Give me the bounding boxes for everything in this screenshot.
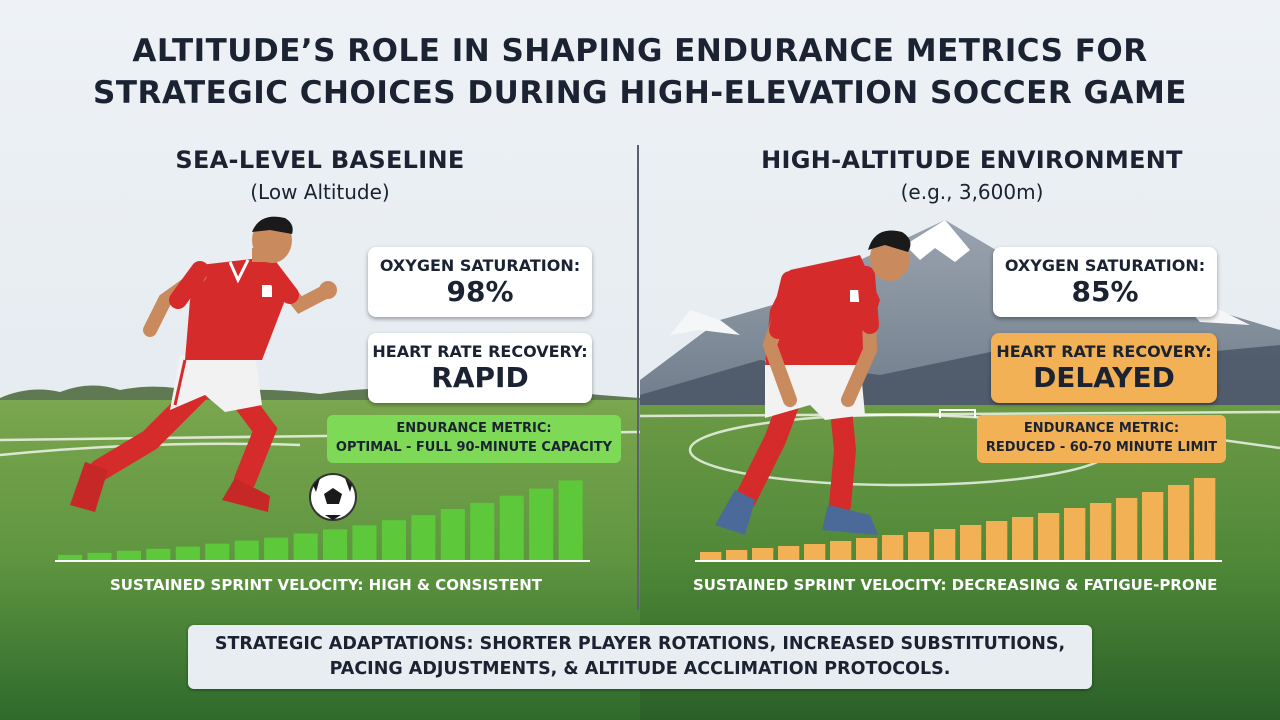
left-velocity-bar-5 [175, 546, 200, 560]
right-velocity-bar-17 [1116, 498, 1138, 560]
left-velocity-bar-4 [146, 548, 171, 560]
right-velocity-bar-12 [986, 521, 1008, 560]
left-endurance-label: ENDURANCE METRIC: [396, 421, 552, 436]
strategy-box: STRATEGIC ADAPTATIONS: SHORTER PLAYER RO… [188, 625, 1092, 689]
left-velocity-bar-3 [116, 550, 141, 560]
right-hr-value: DELAYED [1033, 361, 1175, 394]
right-velocity-bar-4 [778, 546, 800, 560]
bars-right [700, 478, 1216, 560]
left-velocity-bar-17 [529, 488, 554, 560]
right-panel-heading: HIGH-ALTITUDE ENVIRONMENT [761, 146, 1183, 174]
left-velocity-bar-7 [234, 540, 259, 560]
right-oxygen-card: OXYGEN SATURATION: 85% [993, 247, 1217, 317]
goal-icon [939, 409, 976, 418]
right-oxygen-value: 85% [1071, 275, 1139, 308]
left-panel-subheading: (Low Altitude) [250, 180, 390, 204]
right-hr-label: HEART RATE RECOVERY: [996, 342, 1212, 361]
left-velocity-bar-12 [381, 520, 406, 560]
right-velocity-bar-1 [700, 552, 722, 560]
right-velocity-bar-5 [804, 544, 826, 560]
right-velocity-bar-8 [882, 535, 904, 560]
left-velocity-bar-8 [264, 537, 289, 560]
right-velocity-bar-19 [1168, 485, 1190, 560]
page-title: ALTITUDE’S ROLE IN SHAPING ENDURANCE MET… [0, 30, 1280, 114]
left-oxygen-card: OXYGEN SATURATION: 98% [368, 247, 592, 317]
left-velocity-bar-13 [411, 515, 436, 560]
strategy-line-1: STRATEGIC ADAPTATIONS: SHORTER PLAYER RO… [214, 634, 1066, 654]
left-velocity-bar-2 [87, 552, 112, 560]
title-line-2: STRATEGIC CHOICES DURING HIGH-ELEVATION … [93, 75, 1187, 111]
right-panel-subheading: (e.g., 3,600m) [900, 180, 1044, 204]
right-velocity-bar-10 [934, 529, 956, 560]
right-velocity-bar-16 [1090, 503, 1112, 560]
right-velocity-bar-14 [1038, 513, 1060, 560]
right-velocity-bar-6 [830, 541, 852, 560]
right-endurance-card: ENDURANCE METRIC: REDUCED - 60-70 MINUTE… [977, 415, 1226, 463]
right-panel-header: HIGH-ALTITUDE ENVIRONMENT (e.g., 3,600m) [702, 146, 1242, 204]
strategy-line-2: PACING ADJUSTMENTS, & ALTITUDE ACCLIMATI… [329, 659, 951, 679]
bars-left [58, 480, 583, 560]
left-velocity-bar-18 [558, 480, 583, 560]
left-oxygen-value: 98% [446, 275, 514, 308]
left-panel-heading: SEA-LEVEL BASELINE [175, 146, 465, 174]
left-velocity-bar-10 [323, 529, 348, 560]
left-hr-label: HEART RATE RECOVERY: [372, 342, 588, 361]
left-velocity-bar-9 [293, 533, 318, 560]
right-velocity-bar-15 [1064, 508, 1086, 560]
right-hr-card: HEART RATE RECOVERY: DELAYED [991, 333, 1217, 403]
right-endurance-label: ENDURANCE METRIC: [1023, 421, 1180, 436]
right-caption: SUSTAINED SPRINT VELOCITY: DECREASING & … [693, 576, 1218, 594]
left-panel-header: SEA-LEVEL BASELINE (Low Altitude) [70, 146, 570, 204]
left-endurance-card: ENDURANCE METRIC: OPTIMAL - FULL 90-MINU… [327, 415, 621, 463]
right-velocity-bar-13 [1012, 517, 1034, 560]
left-hr-card: HEART RATE RECOVERY: RAPID [368, 333, 592, 403]
left-velocity-bar-1 [58, 554, 83, 560]
right-velocity-bar-11 [960, 525, 982, 560]
right-velocity-bar-7 [856, 538, 878, 560]
right-endurance-value: REDUCED - 60-70 MINUTE LIMIT [985, 440, 1218, 455]
left-velocity-bar-11 [352, 525, 377, 560]
soccer-ball-icon [309, 473, 357, 521]
right-velocity-bar-9 [908, 532, 930, 560]
left-velocity-bar-15 [470, 502, 495, 560]
fatigued-player-figure [715, 230, 911, 535]
left-caption: SUSTAINED SPRINT VELOCITY: HIGH & CONSIS… [110, 576, 542, 594]
right-oxygen-label: OXYGEN SATURATION: [1004, 256, 1206, 275]
sprinting-player-figure [70, 216, 337, 512]
left-endurance-value: OPTIMAL - FULL 90-MINUTE CAPACITY [335, 440, 613, 455]
right-velocity-bar-20 [1194, 478, 1216, 560]
left-oxygen-label: OXYGEN SATURATION: [379, 256, 581, 275]
left-velocity-bar-6 [205, 543, 230, 560]
title-line-1: ALTITUDE’S ROLE IN SHAPING ENDURANCE MET… [132, 33, 1148, 69]
right-velocity-bar-2 [726, 550, 748, 560]
left-velocity-bar-14 [440, 509, 465, 560]
left-velocity-bar-16 [499, 495, 524, 560]
right-velocity-bar-3 [752, 548, 774, 560]
left-hr-value: RAPID [431, 361, 529, 394]
right-velocity-bar-18 [1142, 492, 1164, 560]
